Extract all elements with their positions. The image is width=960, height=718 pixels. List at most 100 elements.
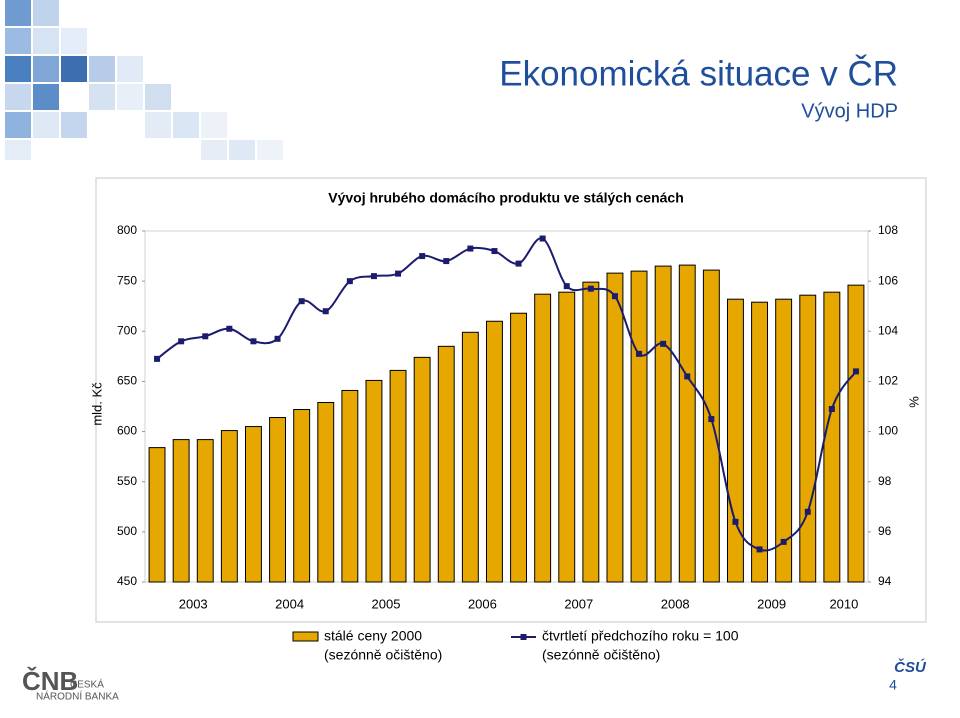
marker: [250, 338, 257, 345]
bar: [389, 369, 407, 583]
y-axis-label: mld. Kč: [89, 382, 104, 426]
y2-tick-label: 94: [878, 574, 892, 588]
legend-swatch: [520, 634, 527, 640]
marker: [226, 325, 233, 332]
cnb-mark: ČNB: [22, 666, 78, 696]
bar: [799, 294, 817, 583]
bar: [630, 270, 648, 583]
bar: [654, 265, 672, 583]
bar: [172, 439, 190, 583]
y2-tick-label: 102: [878, 374, 898, 388]
slide-title: Ekonomická situace v ČR: [499, 54, 898, 93]
bar: [461, 331, 479, 583]
x-tick-label: 2006: [468, 596, 497, 611]
bar: [365, 379, 383, 583]
marker: [154, 355, 161, 362]
marker: [708, 416, 715, 423]
y2-tick-label: 108: [878, 223, 898, 237]
y-tick-label: 800: [117, 223, 137, 237]
y-tick-label: 700: [117, 323, 137, 337]
marker: [274, 335, 281, 342]
plot: 450 500 550 600 650 700 750 800 94 96 98 100 102 104 1…: [117, 223, 898, 611]
marker: [539, 235, 546, 242]
marker: [660, 340, 667, 347]
marker: [852, 368, 859, 375]
marker: [828, 406, 835, 413]
marker: [732, 518, 739, 525]
x-tick-label: 2004: [275, 596, 304, 611]
cnb-logo: ČNB ČESKÁ NÁRODNÍ BANKA: [22, 666, 119, 703]
legend-swatch: [292, 631, 319, 642]
bar: [775, 298, 793, 583]
bar: [413, 356, 431, 583]
bar: [148, 447, 166, 583]
legend-note: (sezónně očištěno): [324, 647, 442, 663]
legend-label: stálé ceny 2000: [324, 628, 422, 644]
y2-tick-label: 100: [878, 424, 898, 438]
bar: [220, 430, 238, 583]
x-tick-label: 2003: [179, 596, 208, 611]
y2-tick-label: 98: [878, 474, 892, 488]
bar: [437, 345, 455, 583]
marker: [491, 248, 498, 255]
cnb-name: ČESKÁ: [70, 678, 104, 691]
bar: [510, 312, 528, 583]
bar: [269, 417, 287, 583]
marker: [636, 350, 643, 357]
legend-note: (sezónně očištěno): [542, 647, 660, 663]
x-tick-label: 2007: [564, 596, 593, 611]
bar: [847, 284, 865, 583]
legend: stálé ceny 2000 (sezónně očištěno) čtvrtle…: [292, 628, 739, 663]
bar: [751, 301, 769, 583]
marker: [395, 270, 402, 277]
bar: [244, 426, 262, 583]
x-tick-label: 2010: [829, 596, 858, 611]
y-tick-label: 450: [117, 574, 137, 588]
legend-label: čtvrtletí předchozího roku = 100: [542, 628, 739, 644]
bar: [317, 401, 335, 583]
marker: [467, 245, 474, 252]
bar: [606, 272, 624, 583]
page-number: 4: [889, 677, 897, 693]
plot-area: [144, 230, 869, 583]
bar: [485, 320, 503, 583]
x-tick-label: 2005: [372, 596, 401, 611]
slide-subtitle: Vývoj HDP: [801, 100, 898, 122]
y2-tick-label: 106: [878, 273, 898, 287]
marker: [178, 338, 185, 345]
x-tick-label: 2009: [757, 596, 786, 611]
y-tick-label: 550: [117, 474, 137, 488]
y-tick-label: 500: [117, 524, 137, 538]
marker: [202, 333, 209, 340]
marker: [298, 298, 305, 305]
bar: [726, 298, 744, 583]
marker: [587, 285, 594, 292]
chart-title: Vývoj hrubého domácího produktu ve stálý…: [328, 190, 684, 206]
marker: [322, 308, 329, 315]
bar: [534, 293, 552, 583]
x-tick-label: 2008: [661, 596, 690, 611]
y2-tick-label: 104: [878, 323, 898, 337]
marker: [756, 546, 763, 553]
marker: [370, 273, 377, 280]
chart-frame: [95, 177, 927, 623]
marker: [346, 278, 353, 285]
bar: [702, 269, 720, 583]
marker: [515, 260, 522, 267]
bar: [293, 409, 311, 583]
bar: [823, 291, 841, 583]
bar: [678, 264, 696, 583]
y2-axis-label: %: [906, 396, 921, 408]
marker: [780, 538, 787, 545]
marker: [563, 283, 570, 290]
bar: [341, 389, 359, 583]
y-tick-label: 600: [117, 424, 137, 438]
marker: [419, 253, 426, 260]
bar: [582, 281, 600, 583]
cnb-name: NÁRODNÍ BANKA: [36, 690, 119, 703]
marker: [611, 293, 618, 300]
y-tick-label: 750: [117, 273, 137, 287]
y-tick-label: 650: [117, 374, 137, 388]
y2-tick-label: 96: [878, 524, 892, 538]
